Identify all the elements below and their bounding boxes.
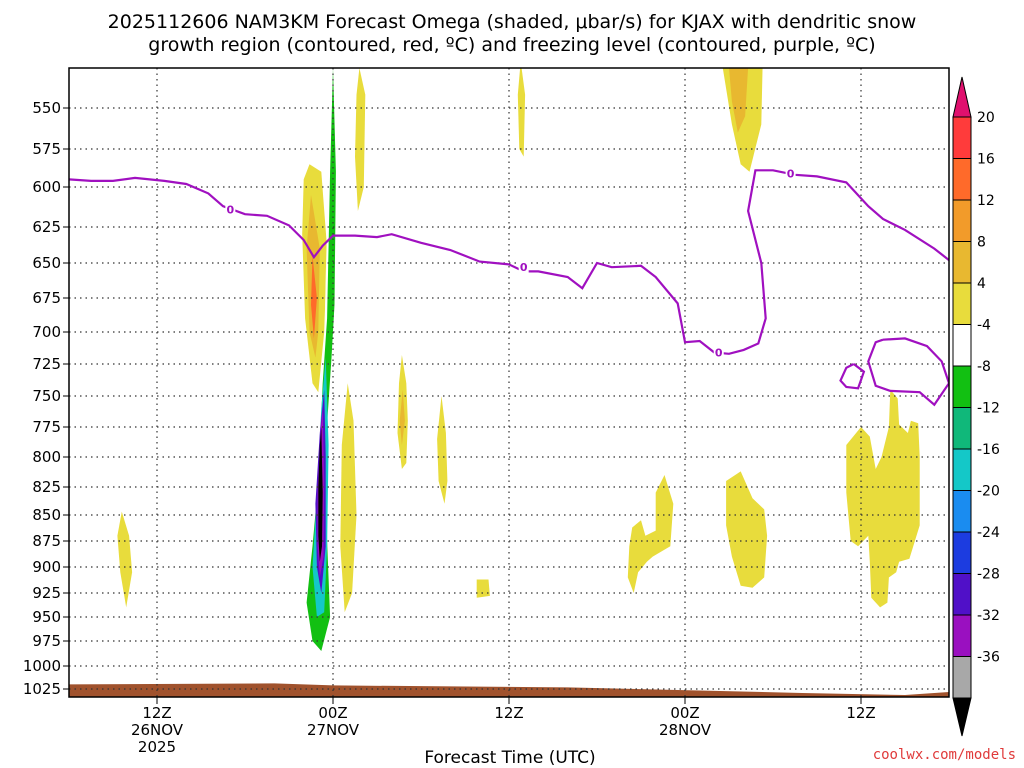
colorbar-label-9: -20	[977, 484, 1000, 500]
x-tick-label-36-1: 12Z	[494, 704, 523, 722]
colorbar-label-2: 12	[977, 193, 995, 209]
omega-region-15	[437, 396, 448, 504]
x-tick-label-12-3: 2025	[138, 738, 176, 756]
y-tick-label-650: 650	[32, 254, 61, 272]
contour-label-3: 0	[787, 167, 795, 180]
omega-shading	[117, 68, 920, 666]
contour-label-0: 0	[227, 203, 235, 216]
omega-region-5	[355, 68, 366, 211]
colorbar-label-12: -32	[977, 608, 1000, 624]
y-tick-label-850: 850	[32, 506, 61, 524]
freezing-level-line	[69, 169, 949, 355]
y-tick-label-825: 825	[32, 478, 61, 496]
y-tick-label-700: 700	[32, 323, 61, 341]
x-tick-label-12-2: 26NOV	[131, 721, 184, 739]
contour-label-2: 0	[715, 346, 723, 359]
colorbar-swatch-5	[952, 324, 972, 367]
colorbar-swatch-12	[952, 614, 972, 657]
x-tick-label-48-1: 00Z	[670, 704, 699, 722]
colorbar-label-1: 16	[977, 152, 995, 168]
freezing-level-contours: 0 0 0 0	[69, 166, 949, 407]
x-tick-label-48-2: 28NOV	[659, 721, 712, 739]
x-tick-label-60-1: 12Z	[846, 704, 875, 722]
colorbar-label-7: -12	[977, 401, 1000, 417]
freezing-level-closed-contour-1	[867, 337, 949, 407]
y-tick-label-600: 600	[32, 178, 61, 196]
colorbar-swatch-13	[952, 656, 972, 699]
omega-region-4	[340, 383, 357, 613]
colorbar-swatch-8	[952, 448, 972, 491]
colorbar-swatch-0	[952, 116, 972, 159]
x-tick-label-12-1: 12Z	[142, 704, 171, 722]
colorbar-swatch-9	[952, 490, 972, 533]
omega-region-14	[399, 389, 405, 445]
y-axis-ticks: 550 575 600 625 650 675 700 725 750 775 800 825 850 8…	[23, 99, 69, 698]
chart-title-line2: growth region (contoured, red, ºC) and f…	[148, 34, 875, 56]
contour-label-bg-1	[518, 260, 529, 274]
colorbar-label-13: -36	[977, 650, 1000, 666]
y-tick-label-575: 575	[32, 140, 61, 158]
y-tick-label-775: 775	[32, 418, 61, 436]
freezing-level-closed-contour-2	[839, 363, 866, 390]
colorbar-label-10: -24	[977, 525, 1000, 541]
x-tick-label-24-1: 00Z	[318, 704, 347, 722]
y-tick-label-875: 875	[32, 532, 61, 550]
colorbar-swatch-10	[952, 531, 972, 574]
omega-region-23	[846, 389, 920, 608]
omega-region-11	[318, 427, 323, 562]
colorbar-swatch-6	[952, 365, 972, 408]
y-tick-label-925: 925	[32, 584, 61, 602]
colorbar-swatch-11	[952, 573, 972, 616]
dotted-grid	[69, 68, 949, 697]
y-tick-label-950: 950	[32, 608, 61, 626]
omega-region-3	[311, 255, 317, 339]
x-tick-label-24-2: 27NOV	[307, 721, 360, 739]
colorbar-swatch-2	[952, 199, 972, 242]
colorbar-label-6: -8	[977, 359, 991, 375]
chart-title-line1: 2025112606 NAM3KM Forecast Omega (shaded…	[108, 11, 917, 33]
omega-region-12	[379, 503, 413, 627]
omega-region-20	[726, 471, 768, 588]
y-tick-label-625: 625	[32, 218, 61, 236]
colorbar-label-8: -16	[977, 442, 1000, 458]
colorbar-swatch-1	[952, 158, 972, 201]
y-tick-label-550: 550	[32, 99, 61, 117]
colorbar-label-0: 20	[977, 110, 995, 126]
y-tick-label-725: 725	[32, 355, 61, 373]
colorbar-bottom-arrow	[952, 697, 972, 737]
y-tick-label-675: 675	[32, 289, 61, 307]
y-tick-label-975: 975	[32, 632, 61, 650]
omega-region-16	[485, 304, 492, 409]
colorbar-swatch-7	[952, 407, 972, 450]
omega-region-19	[627, 475, 674, 593]
colorbar-top-arrow	[952, 76, 972, 118]
omega-region-0	[117, 511, 133, 608]
colorbar-label-5: -4	[977, 318, 991, 334]
contour-label-bg-0	[225, 202, 236, 216]
contour-label-bg-3	[785, 166, 796, 180]
omega-region-18	[517, 68, 526, 157]
x-axis-label: Forecast Time (UTC)	[424, 748, 595, 768]
y-tick-label-900: 900	[32, 558, 61, 576]
omega-colorbar: 20 16 12 8 4 -4 -8 -12 -16 -20 -24 -28 -32 -36	[952, 76, 1000, 737]
omega-region-22	[729, 68, 749, 133]
colorbar-label-4: 4	[977, 276, 986, 292]
contour-label-bg-2	[713, 345, 724, 359]
colorbar-label-3: 8	[977, 235, 986, 251]
y-tick-label-1025: 1025	[23, 680, 61, 698]
y-tick-label-750: 750	[32, 387, 61, 405]
omega-region-17	[476, 579, 490, 598]
colorbar-swatch-4	[952, 282, 972, 325]
colorbar-label-11: -28	[977, 567, 1000, 583]
credit-text: coolwx.com/models	[873, 747, 1016, 763]
contour-label-1: 0	[520, 261, 528, 274]
y-tick-label-800: 800	[32, 448, 61, 466]
colorbar-swatch-3	[952, 241, 972, 284]
y-tick-label-1000: 1000	[23, 657, 61, 675]
